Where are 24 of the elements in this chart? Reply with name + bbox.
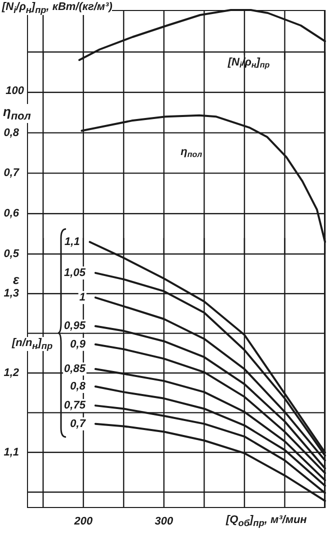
y-axis-title: η$_{пол}$ [3,104,31,123]
series-label: 1 [79,292,86,304]
series-label: 0,85 [64,363,86,376]
y-tick-label: 1,1 [4,446,19,458]
x-tick-label: 300 [154,516,174,528]
y-tick-label: 1,2 [4,367,19,379]
legend-title: [n/n$_{н}$]$_{пр}$ [12,337,53,352]
series-label: 0,9 [70,338,86,350]
series-label: 0,75 [64,400,86,412]
y-tick-label: 1,3 [4,288,19,300]
y-axis-title: [N$_{i}$/ρ$_{н}$]$_{пр}$, кВт/(кг/м³) [2,1,112,16]
y-tick-label: 0,8 [4,126,20,139]
x-axis-title: [Q$_{об}$]$_{пр}$, м³/мин [226,514,307,528]
x-tick-label: 200 [73,516,94,528]
y-tick-label: 0,5 [4,248,20,260]
series-label: 0,7 [70,418,86,430]
y-tick-label: 0,7 [4,167,20,180]
series-label: 1,1 [64,236,80,248]
y-axis-title: ε [13,272,20,287]
series-label: 0,8 [70,380,86,392]
text: 100 [4,85,24,97]
series-label: 1,05 [64,266,86,279]
y-tick-label: 0,6 [4,208,20,220]
series-label: 0,95 [64,320,86,332]
